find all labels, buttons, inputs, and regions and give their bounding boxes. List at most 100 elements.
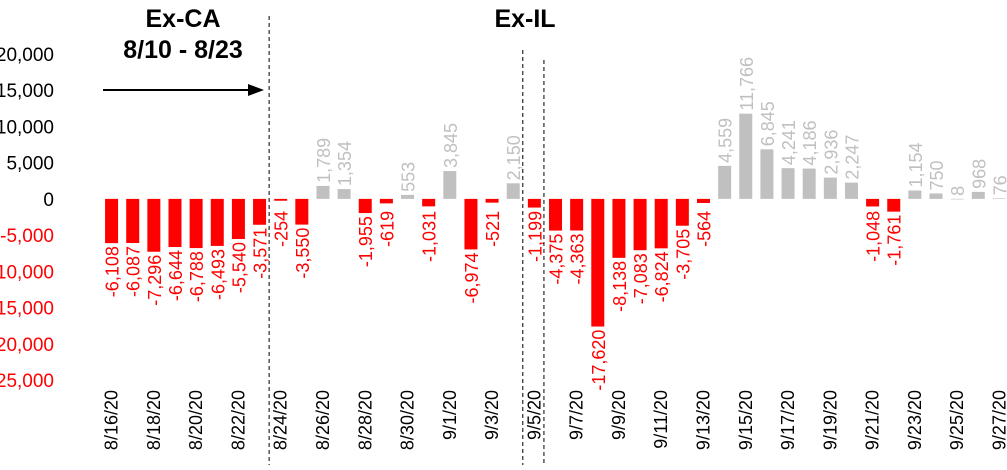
y-tick-label: -10,000: [0, 262, 54, 283]
bar: [105, 198, 119, 244]
x-tick-label: 9/25/20: [947, 390, 967, 450]
bar: [485, 198, 499, 203]
bar: [823, 177, 837, 199]
bar: [696, 198, 710, 203]
bar: [675, 198, 689, 226]
bar: [802, 168, 816, 199]
data-label: -1,031: [420, 211, 440, 262]
data-label: -6,644: [166, 250, 186, 301]
y-tick-label: 0: [43, 190, 54, 211]
bar: [337, 189, 351, 199]
data-label: -7,083: [631, 253, 651, 304]
bar: [189, 198, 203, 249]
data-label: -4,363: [568, 233, 588, 284]
data-label: -8,138: [610, 261, 630, 312]
bar: [506, 183, 520, 199]
data-label: 4,559: [716, 118, 736, 163]
y-tick-label: -25,000: [0, 371, 54, 392]
data-label: -6,493: [208, 249, 228, 300]
y-tick-label: -5,000: [0, 226, 54, 247]
x-tick-label: 8/18/20: [144, 390, 164, 450]
bar: [316, 185, 330, 199]
data-label: -1,761: [885, 215, 905, 266]
data-label: 4,241: [779, 120, 799, 165]
x-tick-label: 9/23/20: [905, 390, 925, 450]
data-label: 2,150: [504, 135, 524, 180]
bar: [992, 198, 1006, 199]
x-tick-label: 9/27/20: [989, 390, 1007, 450]
bar: [971, 191, 985, 199]
bar: [443, 171, 457, 199]
data-label: -254: [272, 211, 292, 247]
arrow-head: [248, 84, 264, 96]
bar: [253, 198, 267, 225]
data-label: -564: [694, 211, 714, 247]
x-tick-label: 8/30/20: [398, 390, 418, 450]
data-label: -3,571: [251, 228, 271, 279]
bar: [295, 198, 309, 225]
data-label: 1,154: [906, 142, 926, 187]
data-label: -4,375: [547, 234, 567, 285]
bar: [527, 198, 541, 208]
data-label: -6,108: [103, 246, 123, 297]
bar: [168, 198, 182, 248]
data-label: -3,550: [293, 228, 313, 279]
x-tick-label: 9/11/20: [651, 390, 671, 449]
data-label: -17,620: [589, 330, 609, 391]
bar: [570, 198, 584, 231]
annotation-ex-ca-line2: 8/10 - 8/23: [123, 36, 243, 64]
data-label: -1,955: [356, 216, 376, 267]
x-tick-label: 8/26/20: [313, 390, 333, 450]
data-label: -619: [377, 211, 397, 247]
y-tick-label: -15,000: [0, 299, 54, 320]
bar: [379, 198, 393, 204]
y-tick-label: 5,000: [6, 154, 54, 175]
bar: [633, 198, 647, 251]
bar: [929, 193, 943, 199]
bar: [147, 198, 161, 252]
bar: [908, 190, 922, 199]
data-label: 1,354: [335, 141, 355, 186]
data-label: -3,705: [673, 229, 693, 280]
x-tick-label: 9/19/20: [820, 390, 840, 450]
data-label: 968: [969, 159, 989, 189]
y-tick-label: 10,000: [0, 117, 54, 138]
bar: [760, 149, 774, 199]
data-label: -6,788: [187, 251, 207, 302]
annotation-ex-il: Ex-IL: [494, 5, 556, 33]
y-tick-label: 20,000: [0, 45, 54, 66]
data-label: 1,789: [314, 138, 334, 183]
bar: [422, 198, 436, 207]
x-tick-label: 9/1/20: [440, 390, 460, 440]
x-tick-label: 9/3/20: [482, 390, 502, 440]
data-label: 11,766: [737, 57, 757, 111]
data-label: 553: [399, 162, 419, 192]
data-label: 6,845: [758, 101, 778, 146]
x-tick-label: 8/24/20: [271, 390, 291, 450]
bar: [274, 198, 288, 201]
bar: [358, 198, 372, 214]
x-tick-label: 9/13/20: [693, 390, 713, 450]
bar: [464, 198, 478, 250]
bar: [126, 198, 140, 243]
x-tick-label: 9/5/20: [524, 390, 544, 440]
data-label: -7,296: [145, 255, 165, 306]
bar: [887, 198, 901, 212]
bar: [739, 113, 753, 199]
data-label: 750: [927, 160, 947, 190]
data-label: 8: [948, 186, 968, 196]
bar: [844, 182, 858, 199]
data-label: -6,974: [462, 252, 482, 303]
x-tick-label: 8/28/20: [355, 390, 375, 450]
x-tick-label: 8/20/20: [186, 390, 206, 450]
x-tick-label: 8/16/20: [102, 390, 122, 450]
data-label: 3,845: [441, 123, 461, 168]
bar: [866, 198, 880, 207]
data-label: 2,936: [821, 130, 841, 175]
x-tick-label: 8/22/20: [228, 390, 248, 450]
data-label: -1,048: [864, 211, 884, 262]
x-tick-label: 9/9/20: [609, 390, 629, 440]
data-label: 76: [990, 175, 1007, 195]
y-tick-label: 15,000: [0, 81, 54, 102]
